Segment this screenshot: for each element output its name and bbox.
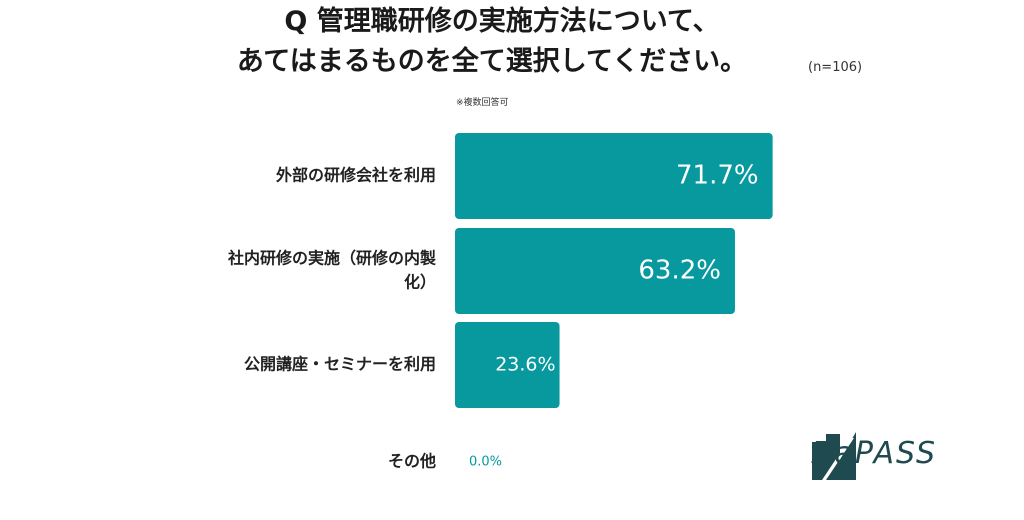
bar-value-label-2: 23.6% <box>495 354 555 376</box>
zapass-logo-text: ZaPASS <box>812 436 938 471</box>
bar-0 <box>455 133 773 219</box>
chart-title-line2: あてはまるものを全て選択してください。 <box>236 46 748 77</box>
category-label-0: 外部の研修会社を利用 <box>275 166 436 185</box>
bar-value-label-0: 71.7% <box>676 161 759 191</box>
bar-value-label-1: 63.2% <box>638 256 721 286</box>
bar-1 <box>455 228 735 314</box>
category-label-1-line0: 社内研修の実施（研修の内製 <box>227 249 436 268</box>
multiple-answer-note: ※複数回答可 <box>456 98 509 108</box>
category-label-3: その他 <box>388 452 436 471</box>
chart-title-line1: Q 管理職研修の実施方法について、 <box>284 6 720 37</box>
zapass-logo-icon <box>812 432 856 480</box>
bar-2 <box>455 322 560 408</box>
category-label-1-line1: 化） <box>404 273 436 292</box>
bar-value-label-3: 0.0% <box>469 455 502 470</box>
sample-size-label: (n=106) <box>808 60 863 75</box>
category-label-2: 公開講座・セミナーを利用 <box>244 355 436 374</box>
